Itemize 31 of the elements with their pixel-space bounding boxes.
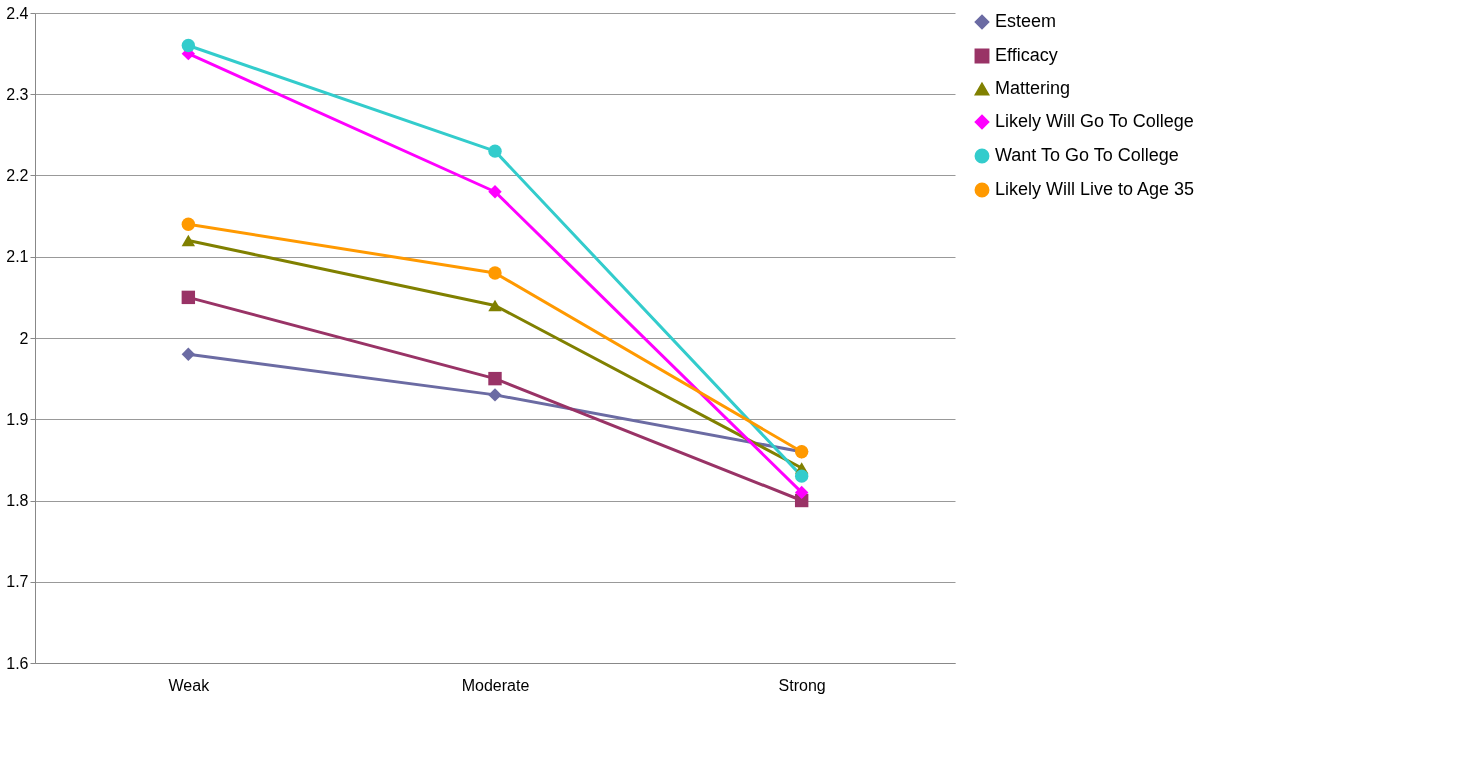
point: [181, 38, 196, 53]
point: [488, 185, 502, 199]
y-tick-label: 2.3: [6, 85, 29, 103]
point: [181, 234, 196, 247]
legend-label: Esteem: [995, 11, 1057, 31]
point: [181, 290, 196, 305]
point: [488, 371, 502, 386]
point: [488, 266, 502, 280]
point: [181, 217, 196, 231]
point: [488, 388, 502, 402]
x-tick-label: Strong: [778, 676, 826, 694]
legend-label: Likely Will Live to Age 35: [995, 179, 1195, 199]
y-tick-label: 2.2: [6, 167, 29, 184]
x-tick-label: Weak: [168, 676, 211, 694]
y-tick-label: 1.6: [6, 654, 29, 672]
y-tick-label: 1.9: [6, 410, 29, 428]
point: [794, 485, 809, 500]
y-tick-label: 2: [19, 329, 29, 347]
y-tick-label: 1.7: [6, 573, 29, 591]
y-tick-label: 2.1: [6, 248, 29, 266]
x-tick-label: Moderate: [461, 676, 530, 694]
legend-label: Likely Will Go To College: [995, 111, 1194, 131]
point: [181, 347, 196, 361]
point: [488, 144, 502, 158]
point: [488, 299, 502, 312]
legend-label: Mattering: [995, 78, 1071, 98]
legend-label: Want To Go To College: [995, 145, 1179, 165]
y-tick-label: 1.8: [6, 492, 29, 509]
legend-label: Efficacy: [995, 45, 1058, 65]
point: [794, 469, 809, 483]
y-tick-label: 2.4: [6, 4, 29, 22]
